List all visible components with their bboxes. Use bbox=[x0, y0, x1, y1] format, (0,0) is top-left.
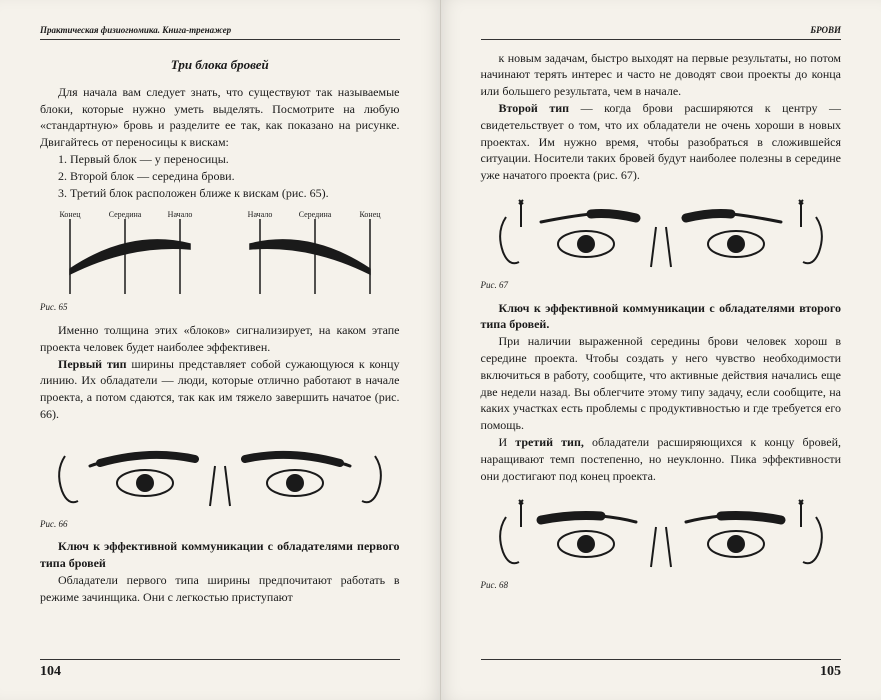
right-content: к новым задачам, быстро выходят на первы… bbox=[481, 50, 842, 652]
list-item: 3. Третий блок расположен ближе к вискам… bbox=[40, 185, 400, 202]
running-head-right: БРОВИ bbox=[481, 24, 842, 40]
running-head-left: Практическая физиогномика. Книга-тренаже… bbox=[40, 24, 400, 40]
list-item: 1. Первый блок — у переносицы. bbox=[40, 151, 400, 168]
caption: Рис. 65 bbox=[40, 301, 400, 314]
label: Конец bbox=[59, 210, 81, 219]
list-item: 2. Второй блок — середина брови. bbox=[40, 168, 400, 185]
key-heading: Ключ к эффективной коммуникации с облада… bbox=[40, 538, 400, 572]
caption: Рис. 68 bbox=[481, 579, 842, 592]
bold: Первый тип bbox=[58, 357, 127, 371]
label: Начало bbox=[247, 210, 272, 219]
para: И третий тип, обладатели расширяющихся к… bbox=[481, 434, 842, 484]
caption: Рис. 66 bbox=[40, 518, 400, 531]
label: Конец bbox=[359, 210, 381, 219]
para: Обладатели первого типа ширины предпочит… bbox=[40, 572, 400, 606]
section-title: Три блока бровей bbox=[40, 56, 400, 74]
para: Для начала вам следует знать, что сущест… bbox=[40, 84, 400, 151]
label: Середина bbox=[298, 210, 331, 219]
caption: Рис. 67 bbox=[481, 279, 842, 292]
bold: Второй тип bbox=[499, 101, 570, 115]
label: Середина bbox=[108, 210, 141, 219]
para: Второй тип — когда брови расширяются к ц… bbox=[481, 100, 842, 184]
right-page: БРОВИ к новым задачам, быстро выходят на… bbox=[441, 0, 881, 700]
page-number: 105 bbox=[481, 659, 842, 682]
text: И bbox=[499, 435, 516, 449]
para: При наличии выраженной середины брови че… bbox=[481, 333, 842, 434]
key-heading: Ключ к эффективной коммуникации с облада… bbox=[481, 300, 842, 334]
para: Первый тип ширины представляет собой суж… bbox=[40, 356, 400, 423]
para: к новым задачам, быстро выходят на первы… bbox=[481, 50, 842, 100]
bold: третий тип, bbox=[515, 435, 584, 449]
left-content: Три блока бровей Для начала вам следует … bbox=[40, 50, 400, 652]
figure-67 bbox=[481, 192, 842, 277]
figure-65: Конец Середина Начало Начало Середина Ко… bbox=[40, 209, 400, 299]
left-page: Практическая физиогномика. Книга-тренаже… bbox=[0, 0, 441, 700]
page-number: 104 bbox=[40, 659, 400, 682]
para: Именно толщина этих «блоков» сигнализиру… bbox=[40, 322, 400, 356]
figure-68 bbox=[481, 492, 842, 577]
figure-66 bbox=[40, 431, 400, 516]
label: Начало bbox=[167, 210, 192, 219]
